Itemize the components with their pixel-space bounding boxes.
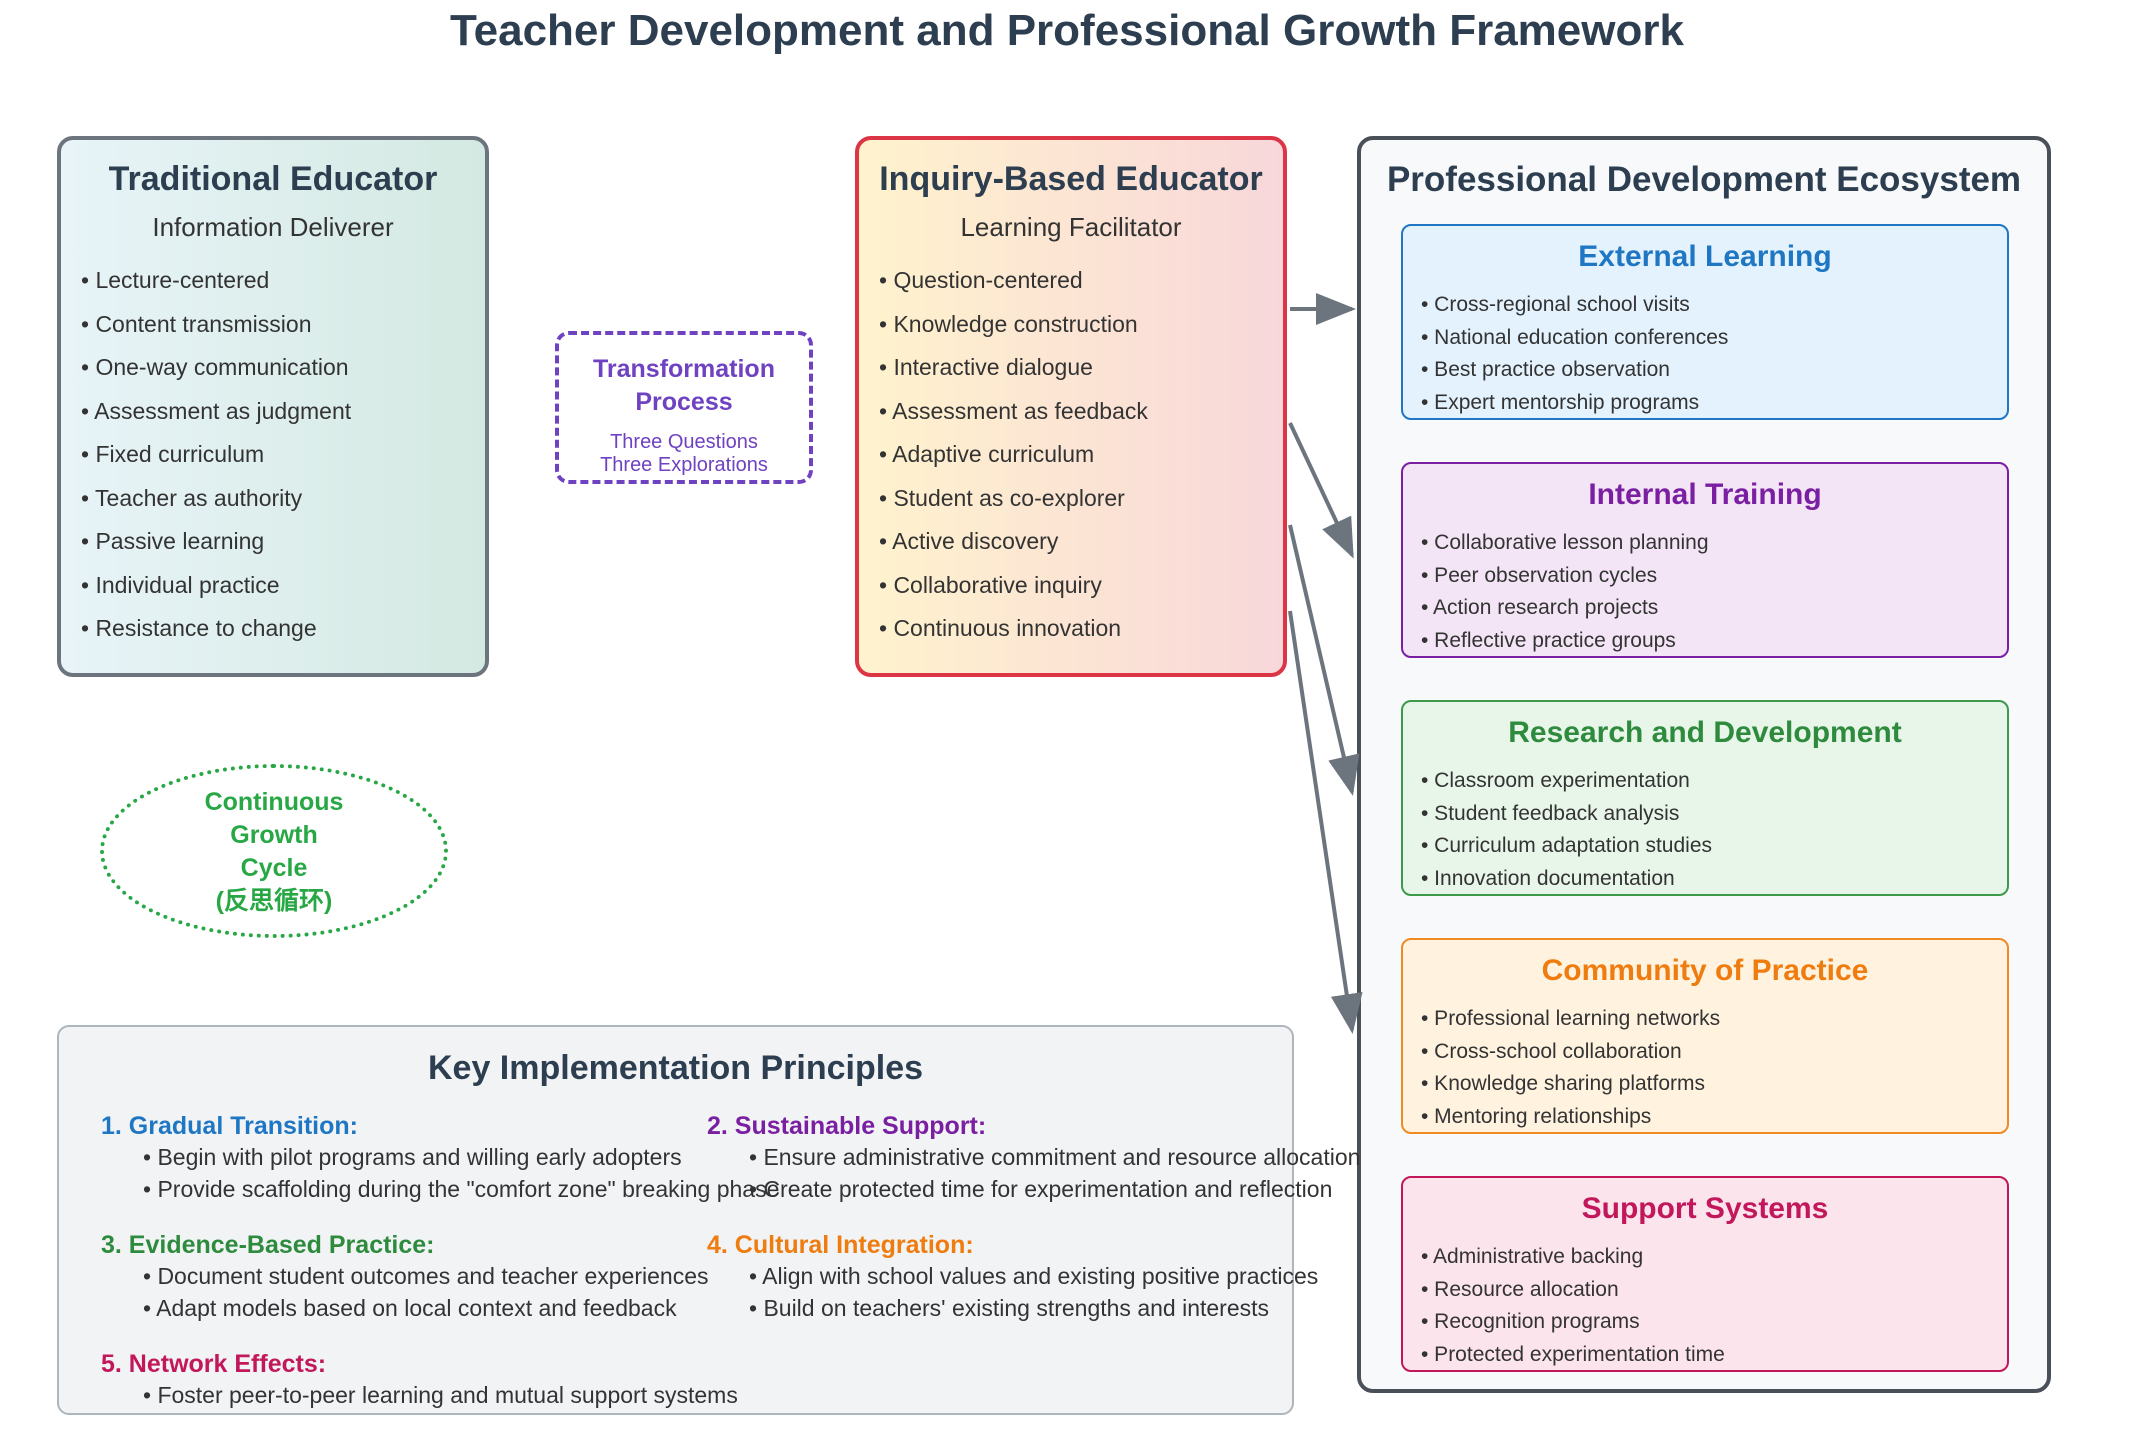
principle-item: • Provide scaffolding during the "comfor… [143, 1176, 780, 1202]
list-item: • Individual practice [81, 571, 280, 598]
list-item: • Adaptive curriculum [879, 441, 1095, 467]
list-item: • Best practice observation [1421, 358, 1670, 381]
external-learning-title: External Learning [1578, 240, 1832, 273]
arrow-to-internal-training [1288, 422, 1354, 559]
list-item: • Continuous innovation [879, 615, 1122, 641]
list-item: • Collaborative lesson planning [1421, 531, 1709, 554]
list-item: • Classroom experimentation [1421, 769, 1690, 792]
community-practice-list: • Professional learning networks • Cross… [1421, 1004, 1720, 1134]
community-practice-box: Community of Practice • Professional lea… [1401, 938, 2009, 1134]
principles-box: Key Implementation Principles 1. Gradual… [57, 1025, 1360, 1415]
list-item: • Fixed curriculum [81, 441, 265, 467]
principle-block: 5. Network Effects: • Foster peer-to-pee… [101, 1349, 738, 1411]
principle-heading: 2. Sustainable Support: [707, 1112, 987, 1140]
list-item: • Teacher as authority [81, 484, 303, 511]
ecosystem-title: Professional Development Ecosystem [1386, 160, 2022, 199]
research-development-title: Research and Development [1508, 716, 1902, 749]
external-learning-list: • Cross-regional school visits • Nationa… [1421, 290, 1728, 420]
list-item: • Assessment as judgment [81, 397, 352, 424]
internal-training-list: • Collaborative lesson planning • Peer o… [1421, 528, 1709, 658]
principle-item: • Foster peer-to-peer learning and mutua… [143, 1382, 738, 1408]
page-title: Teacher Development and Professional Gro… [450, 6, 1684, 55]
traditional-traits-list: • Lecture-centered • Content transmissio… [81, 264, 351, 656]
cycle-line2: Growth [230, 821, 318, 849]
cycle-line4: (反思循环) [215, 887, 333, 915]
cycle-line3: Cycle [240, 854, 308, 882]
principle-item: • Adapt models based on local context an… [143, 1295, 677, 1321]
list-item: • Active discovery [879, 528, 1059, 554]
list-item: • Assessment as feedback [879, 397, 1148, 424]
list-item: • Student feedback analysis [1421, 801, 1680, 825]
principle-item: • Build on teachers' existing strengths … [749, 1295, 1270, 1321]
principle-item: • Align with school values and existing … [749, 1263, 1319, 1289]
transformation-title-line2: Process [635, 388, 733, 416]
list-item: • Protected experimentation time [1421, 1342, 1725, 1366]
list-item: • Curriculum adaptation studies [1421, 834, 1712, 857]
list-item: • Administrative backing [1421, 1245, 1644, 1268]
support-systems-title: Support Systems [1581, 1192, 1829, 1225]
traditional-educator-box: Traditional Educator Information Deliver… [57, 136, 489, 677]
ecosystem-box: Professional Development Ecosystem Exter… [1357, 136, 2051, 1393]
list-item: • Passive learning [81, 528, 265, 554]
support-systems-box: Support Systems • Administrative backing… [1401, 1176, 2009, 1372]
principle-heading: 3. Evidence-Based Practice: [101, 1231, 435, 1259]
internal-training-title: Internal Training [1588, 478, 1822, 511]
list-item: • Lecture-centered [81, 267, 270, 293]
internal-training-box: Internal Training • Collaborative lesson… [1401, 462, 2009, 658]
principle-block: 3. Evidence-Based Practice: • Document s… [101, 1230, 709, 1324]
inquiry-traits-list: • Question-centered • Knowledge construc… [879, 264, 1148, 656]
list-item: • Knowledge sharing platforms [1421, 1072, 1706, 1095]
list-item: • Knowledge construction [879, 310, 1138, 337]
cycle-line1: Continuous [204, 788, 344, 816]
principle-item: • Create protected time for experimentat… [749, 1176, 1333, 1202]
external-learning-box: External Learning • Cross-regional schoo… [1401, 224, 2009, 420]
principle-heading: 5. Network Effects: [101, 1350, 327, 1378]
principle-heading: 1. Gradual Transition: [101, 1112, 358, 1140]
transformation-title-line1: Transformation [593, 355, 775, 383]
support-systems-list: • Administrative backing • Resource allo… [1421, 1242, 1725, 1372]
transformation-process-box: Transformation Process Three Questions T… [555, 331, 813, 484]
growth-cycle-ellipse: Continuous Growth Cycle (反思循环) [100, 764, 448, 938]
community-practice-title: Community of Practice [1541, 954, 1869, 987]
list-item: • National education conferences [1421, 325, 1729, 349]
list-item: • Collaborative inquiry [879, 571, 1102, 598]
transformation-line1: Three Questions [610, 431, 758, 453]
principle-item: • Document student outcomes and teacher … [143, 1263, 709, 1289]
list-item: • Interactive dialogue [879, 354, 1093, 380]
list-item: • Resource allocation [1421, 1277, 1619, 1301]
list-item: • Mentoring relationships [1421, 1104, 1652, 1128]
list-item: • Cross-school collaboration [1421, 1039, 1682, 1063]
list-item: • Student as co-explorer [879, 484, 1125, 511]
inquiry-educator-title: Inquiry-Based Educator [879, 160, 1263, 198]
list-item: • Question-centered [879, 267, 1083, 293]
principle-block: 2. Sustainable Support: • Ensure adminis… [707, 1111, 1360, 1205]
list-item: • Cross-regional school visits [1421, 293, 1690, 316]
list-item: • Recognition programs [1421, 1310, 1640, 1333]
list-item: • Content transmission [81, 310, 312, 337]
inquiry-educator-box: Inquiry-Based Educator Learning Facilita… [855, 136, 1287, 677]
list-item: • Resistance to change [81, 615, 317, 641]
traditional-educator-title: Traditional Educator [108, 160, 438, 198]
research-development-list: • Classroom experimentation • Student fe… [1421, 766, 1712, 896]
list-item: • Professional learning networks [1421, 1007, 1721, 1030]
principle-block: 4. Cultural Integration: • Align with sc… [707, 1230, 1318, 1324]
principles-title: Key Implementation Principles [427, 1049, 924, 1087]
list-item: • Peer observation cycles [1421, 563, 1658, 587]
arrow-to-research-development [1288, 524, 1360, 796]
principle-item: • Ensure administrative commitment and r… [749, 1144, 1361, 1170]
list-item: • Expert mentorship programs [1421, 390, 1700, 414]
principle-block: 1. Gradual Transition: • Begin with pilo… [101, 1111, 779, 1205]
research-development-box: Research and Development • Classroom exp… [1401, 700, 2009, 896]
transformation-line2: Three Explorations [600, 454, 768, 476]
principle-heading: 4. Cultural Integration: [707, 1231, 974, 1259]
arrow-to-community-practice [1288, 610, 1363, 1034]
list-item: • Reflective practice groups [1421, 628, 1676, 652]
inquiry-educator-subtitle: Learning Facilitator [960, 212, 1182, 242]
list-item: • Action research projects [1421, 596, 1659, 619]
principle-item: • Begin with pilot programs and willing … [143, 1144, 682, 1170]
traditional-educator-subtitle: Information Deliverer [152, 212, 394, 242]
list-item: • One-way communication [81, 354, 349, 380]
list-item: • Innovation documentation [1421, 866, 1675, 890]
